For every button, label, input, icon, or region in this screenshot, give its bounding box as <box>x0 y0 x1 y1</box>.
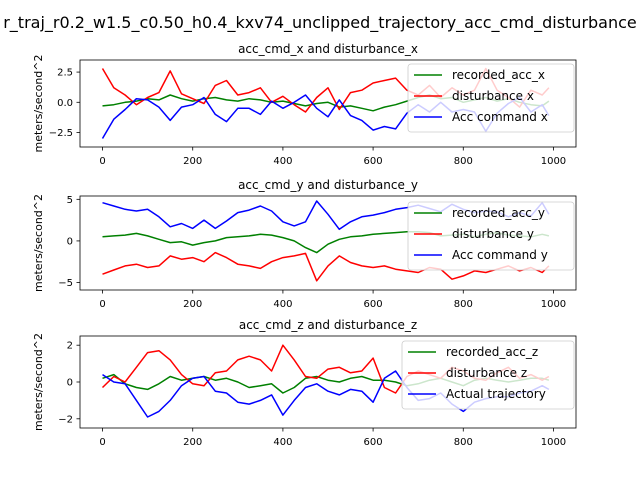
legend-entry: recorded_acc_y <box>452 206 545 220</box>
x-tick-label: 0 <box>99 299 105 310</box>
legend-entry: Actual trajectory <box>446 387 546 401</box>
x-tick-label: 1000 <box>541 437 566 448</box>
x-tick-label: 1000 <box>541 299 566 310</box>
legend-frame <box>401 340 575 410</box>
subplot-title: acc_cmd_z and disturbance_z <box>239 318 417 332</box>
x-tick-label: 800 <box>454 156 473 167</box>
legend-entry: disturbance z <box>446 366 527 380</box>
y-tick-label: −2 <box>58 414 73 425</box>
x-tick-label: 600 <box>364 156 383 167</box>
x-tick-label: 600 <box>364 299 383 310</box>
series-line-2 <box>102 251 550 282</box>
x-tick-label: 200 <box>183 156 202 167</box>
x-tick-label: 1000 <box>541 156 566 167</box>
legend-entry: recorded_acc_z <box>446 345 538 359</box>
legend: recorded_acc_y disturbance y Acc command y <box>407 201 575 271</box>
legend: recorded_acc_x disturbance x Acc command x <box>407 63 575 133</box>
axes-frame <box>79 59 577 148</box>
legend: recorded_acc_z disturbance z Actual trajec… <box>401 340 575 410</box>
y-tick-label: 0 <box>67 236 73 247</box>
y-tick-label: 2 <box>67 341 73 352</box>
axes-frame <box>79 195 577 291</box>
legend-entry: disturbance x <box>452 89 534 103</box>
subplot-title: acc_cmd_y and disturbance_y <box>238 178 418 192</box>
x-tick-label: 200 <box>183 299 202 310</box>
legend-entry: Acc command y <box>452 248 548 262</box>
subplot-2: 0 200 400 600 800 1000 −5 0 5 acc_cmd_y and distu… <box>32 178 577 310</box>
figure-title: r_traj_r0.2_w1.5_c0.50_h0.4_kxv74_unclip… <box>3 13 637 33</box>
x-tick-label: 400 <box>273 299 292 310</box>
y-axis-label: meters/second^2 <box>32 55 45 153</box>
y-tick-label: 5 <box>67 195 73 206</box>
y-tick-label: 0 <box>67 378 73 389</box>
x-tick-label: 200 <box>183 437 202 448</box>
y-axis-label: meters/second^2 <box>32 333 45 431</box>
x-tick-label: 400 <box>273 156 292 167</box>
legend-entry: disturbance y <box>452 227 534 241</box>
y-tick-label: −5 <box>58 278 73 289</box>
x-tick-label: 0 <box>99 437 105 448</box>
x-tick-label: 0 <box>99 156 105 167</box>
x-tick-label: 800 <box>454 437 473 448</box>
y-tick-label: 2.5 <box>57 68 73 79</box>
x-tick-label: 400 <box>273 437 292 448</box>
x-tick-label: 800 <box>454 299 473 310</box>
legend-entry: Acc command x <box>452 110 548 124</box>
y-axis-label: meters/second^2 <box>32 194 45 292</box>
subplot-3: 0 200 400 600 800 1000 −2 0 2 acc_cmd_z and distu… <box>32 318 577 448</box>
subplot-title: acc_cmd_x and disturbance_x <box>238 42 418 56</box>
y-tick-label: −2.5 <box>49 128 73 139</box>
subplot-1: 0 200 400 600 800 1000 −2.5 0.0 2.5 acc_cmd_x and… <box>32 42 577 167</box>
legend-entry: recorded_acc_x <box>452 68 545 82</box>
legend-frame <box>407 63 575 133</box>
y-tick-label: 0.0 <box>57 98 73 109</box>
x-tick-label: 600 <box>364 437 383 448</box>
legend-frame <box>407 201 575 271</box>
